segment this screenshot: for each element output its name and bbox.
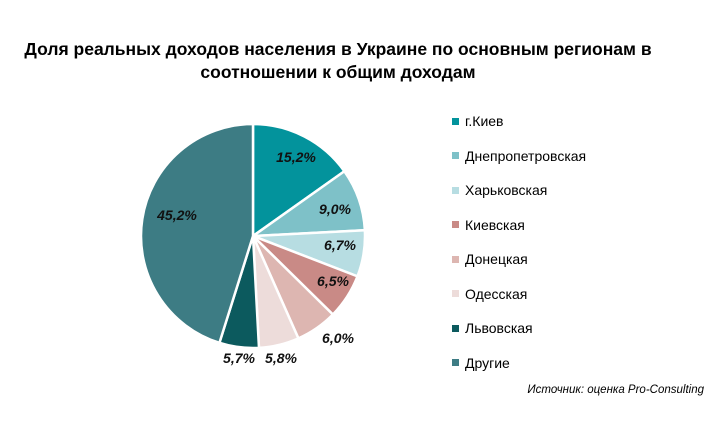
legend-item-2: Днепропетровская — [452, 139, 586, 174]
legend-item-7: Львовская — [452, 311, 586, 346]
legend-label: г.Киев — [465, 113, 504, 130]
legend-label: Львовская — [465, 320, 533, 337]
legend-label: Харьковская — [465, 182, 548, 199]
slice-value-label-1: 15,2% — [276, 149, 316, 165]
source-note: Источник: оценка Pro-Consulting — [527, 384, 704, 396]
legend-item-3: Харьковская — [452, 173, 586, 208]
legend-item-8: Другие — [452, 346, 586, 381]
legend-item-1: г.Киев — [452, 104, 586, 139]
slice-value-label-4: 6,5% — [317, 273, 349, 289]
legend-item-6: Одесская — [452, 277, 586, 312]
legend-swatch — [452, 117, 459, 125]
slice-value-label-7: 5,7% — [223, 350, 255, 366]
legend-label: Одесская — [465, 285, 528, 302]
pie-slice-1 — [251, 122, 347, 239]
slice-value-label-5: 6,0% — [322, 330, 354, 346]
legend-item-4: Киевская — [452, 208, 586, 243]
legend: г.Киев Днепропетровская Харьковская Киевска… — [452, 104, 586, 380]
legend-swatch — [452, 186, 459, 194]
legend-label: Днепропетровская — [465, 147, 587, 164]
pie-value-labels: 15,2% 9,0% 6,7% 6,5% 6,0% 5,8% 5,7% 45,2% — [156, 149, 356, 366]
slice-value-label-2: 9,0% — [319, 201, 351, 217]
legend-label: Донецкая — [465, 251, 528, 268]
legend-swatch — [452, 221, 459, 229]
legend-swatch — [452, 290, 459, 298]
slice-value-label-6: 5,8% — [265, 350, 297, 366]
legend-swatch — [452, 152, 459, 160]
legend-label: Другие — [465, 354, 510, 371]
slice-value-label-3: 6,7% — [324, 237, 356, 253]
slice-value-label-8: 45,2% — [156, 207, 197, 223]
legend-item-5: Донецкая — [452, 242, 586, 277]
legend-label: Киевская — [465, 216, 525, 233]
chart-title: Доля реальных доходов населения в Украин… — [24, 39, 652, 82]
pie-slices — [139, 122, 367, 350]
legend-swatch — [452, 255, 459, 263]
pie-slice-8 — [139, 122, 255, 345]
legend-swatch — [452, 359, 459, 367]
legend-swatch — [452, 324, 459, 332]
